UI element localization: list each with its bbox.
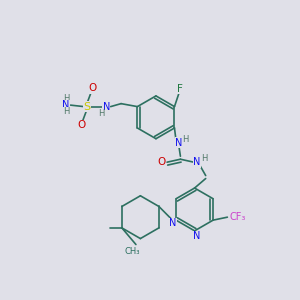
Text: H: H xyxy=(201,154,207,163)
Text: F: F xyxy=(178,84,183,94)
Text: N: N xyxy=(103,102,110,112)
Text: H: H xyxy=(63,94,69,103)
Text: H: H xyxy=(63,107,69,116)
Text: N: N xyxy=(62,100,70,110)
Text: N: N xyxy=(193,157,200,167)
Text: H: H xyxy=(183,135,189,144)
Text: O: O xyxy=(77,120,86,130)
Text: O: O xyxy=(157,157,165,167)
Text: O: O xyxy=(88,83,96,93)
Text: N: N xyxy=(175,138,183,148)
Text: N: N xyxy=(169,218,176,228)
Text: N: N xyxy=(193,231,201,241)
Text: CF₃: CF₃ xyxy=(229,212,246,222)
Text: CH₃: CH₃ xyxy=(124,248,140,256)
Text: H: H xyxy=(98,109,104,118)
Text: S: S xyxy=(83,102,90,112)
